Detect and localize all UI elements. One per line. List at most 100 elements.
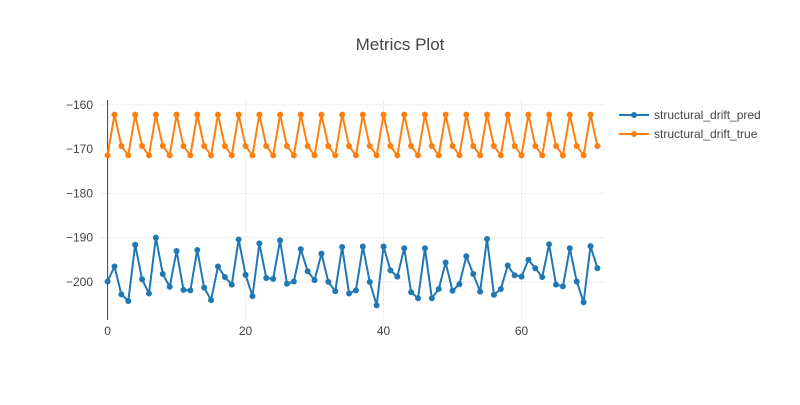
data-point [145,152,152,159]
data-point [304,143,311,150]
data-point [118,291,125,298]
data-point [332,152,339,159]
series-layer [104,111,601,309]
data-point [504,111,511,118]
data-point [166,283,173,290]
data-point [594,265,601,272]
data-point [159,143,166,150]
data-point [297,111,304,118]
data-point [594,143,601,150]
data-point [173,247,180,254]
data-point [180,286,187,293]
data-point [580,152,587,159]
data-point [318,111,325,118]
data-point [263,143,270,150]
data-point [242,271,249,278]
data-point [221,274,228,281]
data-point [435,286,442,293]
data-point [228,152,235,159]
legend-marker [631,131,637,137]
x-tick-label: 0 [104,324,111,338]
data-point [421,245,428,252]
data-point [332,288,339,295]
data-point [587,243,594,250]
data-point [104,278,111,285]
legend-marker [631,112,637,118]
data-point [553,143,560,150]
data-point [394,273,401,280]
data-point [546,111,553,118]
series-structural_drift_true [104,111,601,159]
data-point [235,236,242,243]
data-point [511,143,518,150]
data-point [256,240,263,247]
data-point [187,152,194,159]
data-point [518,273,525,280]
data-point [152,234,159,241]
data-point [463,253,470,260]
data-point [290,152,297,159]
data-point [366,278,373,285]
data-point [325,143,332,150]
data-point [504,262,511,269]
data-point [145,290,152,297]
data-point [435,152,442,159]
data-point [456,152,463,159]
data-point [401,111,408,118]
data-point [421,111,428,118]
data-point [442,111,449,118]
data-point [580,299,587,306]
data-point [256,111,263,118]
data-point [587,111,594,118]
data-point [283,280,290,287]
data-point [201,284,208,291]
data-point [394,152,401,159]
data-point [270,152,277,159]
data-point [290,278,297,285]
data-point [173,111,180,118]
data-point [180,143,187,150]
data-point [187,287,194,294]
data-point [132,111,139,118]
x-tick-label: 60 [515,324,529,338]
data-point [352,287,359,294]
data-point [166,152,173,159]
data-point [477,288,484,295]
data-point [125,152,132,159]
data-point [249,293,256,300]
data-point [263,274,270,281]
data-point [359,243,366,250]
data-point [525,256,532,263]
data-point [470,270,477,277]
x-tick-label: 40 [377,324,391,338]
data-point [387,267,394,274]
data-point [201,143,208,150]
series-structural_drift_pred [104,234,601,309]
data-point [311,152,318,159]
y-tick-label: −200 [66,275,93,289]
data-point [442,259,449,266]
y-tick-label: −180 [66,186,93,200]
legend: structural_drift_pred structural_drift_tr… [619,108,761,141]
data-point [539,274,546,281]
data-point [553,281,560,288]
data-point [325,278,332,285]
data-point [380,111,387,118]
data-point [463,111,470,118]
data-point [208,297,215,304]
data-point [297,246,304,253]
data-point [573,278,580,285]
data-point [456,281,463,288]
data-point [194,111,201,118]
y-tick-label: −170 [66,142,93,156]
data-point [449,287,456,294]
data-point [546,241,553,248]
data-point [318,250,325,257]
data-point [470,143,477,150]
data-point [525,111,532,118]
data-point [484,235,491,242]
data-point [304,268,311,275]
data-point [339,111,346,118]
